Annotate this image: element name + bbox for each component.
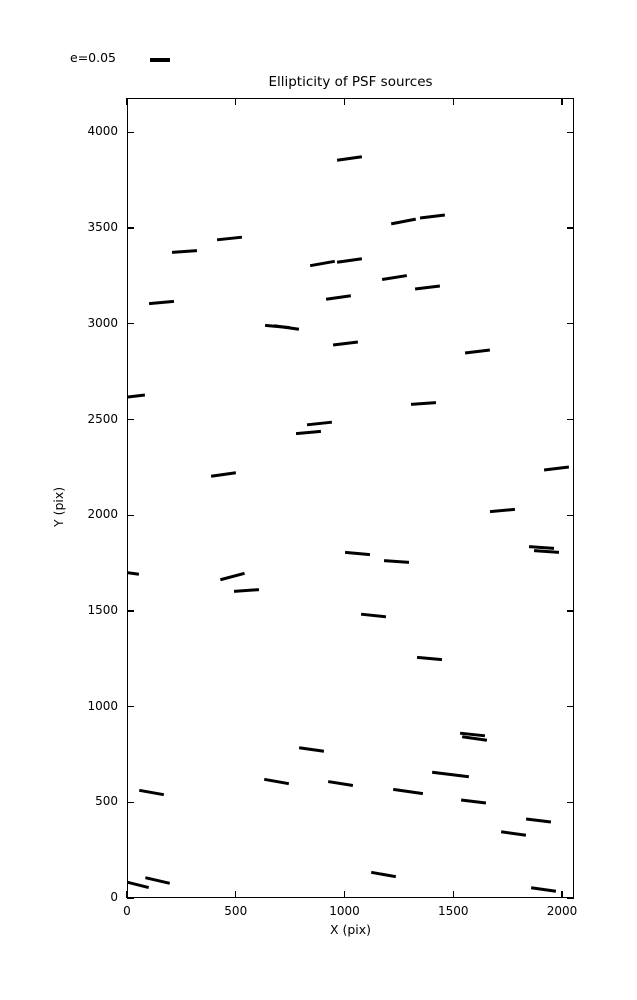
x-tick-mark xyxy=(343,891,346,898)
x-tick-mark xyxy=(235,891,237,898)
ellipticity-stick xyxy=(337,257,363,264)
y-axis-label: Y (pix) xyxy=(51,486,66,527)
ellipticity-stick xyxy=(264,777,290,786)
y-tick-mark xyxy=(567,418,574,421)
ellipticity-stick xyxy=(336,154,362,162)
ellipticity-stick xyxy=(461,798,487,805)
ellipticity-stick xyxy=(217,235,243,242)
ellipticity-stick xyxy=(419,213,445,220)
y-tick-mark xyxy=(567,610,574,612)
ellipticity-stick xyxy=(273,324,299,332)
plot-area xyxy=(127,98,574,898)
y-tick-mark xyxy=(127,801,134,803)
y-tick-mark xyxy=(567,897,574,899)
y-tick-label: 0 xyxy=(110,890,118,904)
ellipticity-stick xyxy=(219,571,245,582)
ellipticity-stick xyxy=(360,612,387,619)
ellipticity-stick xyxy=(325,294,352,302)
y-tick-label: 1000 xyxy=(87,698,118,713)
y-tick-mark xyxy=(567,514,574,516)
ellipticity-stick xyxy=(145,875,171,885)
x-tick-label: 500 xyxy=(224,904,248,918)
ellipticity-stick xyxy=(465,348,491,355)
x-tick-mark xyxy=(343,98,346,105)
ellipticity-stick xyxy=(414,284,440,291)
y-tick-mark xyxy=(567,705,574,708)
ellipticity-stick xyxy=(525,817,551,824)
ellipticity-stick xyxy=(138,789,164,797)
x-tick-mark xyxy=(126,891,128,898)
ellipticity-stick xyxy=(128,879,150,889)
y-tick-label: 500 xyxy=(95,794,118,809)
x-tick-mark xyxy=(452,891,454,898)
x-tick-label: 1000 xyxy=(329,904,360,918)
y-tick-mark xyxy=(567,227,574,229)
ellipticity-stick xyxy=(390,218,416,227)
ellipticity-stick xyxy=(533,549,560,555)
x-tick-mark xyxy=(452,98,454,105)
x-axis-label: X (pix) xyxy=(329,922,372,937)
ellipticity-stick xyxy=(128,569,139,576)
ellipticity-stick xyxy=(381,273,408,282)
ellipticity-stick xyxy=(128,393,145,400)
ellipticity-stick xyxy=(210,471,237,479)
plot-title: Ellipticity of PSF sources xyxy=(268,74,433,90)
ellipticity-stick xyxy=(234,588,260,594)
x-tick-mark xyxy=(561,98,563,105)
y-tick-mark xyxy=(127,897,134,899)
ellipticity-stick xyxy=(384,559,410,565)
y-tick-mark xyxy=(127,514,134,516)
ellipticity-stick xyxy=(501,830,527,838)
ellipticity-stick xyxy=(298,746,324,754)
x-tick-label: 1500 xyxy=(437,904,469,918)
ellipticity-stick xyxy=(489,508,516,514)
y-tick-mark xyxy=(127,705,134,708)
legend-label: e=0.05 xyxy=(70,50,116,65)
ellipticity-stick xyxy=(333,340,359,348)
x-tick-mark xyxy=(561,891,563,898)
y-tick-label: 2000 xyxy=(87,507,118,522)
ellipticity-stick xyxy=(328,780,354,788)
legend-stick-marker xyxy=(150,58,170,62)
ellipticity-stick xyxy=(306,420,332,427)
ellipticity-stick xyxy=(530,886,557,894)
y-tick-mark xyxy=(127,131,134,134)
ellipticity-stick xyxy=(148,300,174,306)
y-tick-label: 3000 xyxy=(87,315,118,330)
y-tick-mark xyxy=(127,323,134,325)
x-tick-label: 2000 xyxy=(546,904,578,918)
ellipticity-stick xyxy=(544,465,570,472)
y-tick-mark xyxy=(567,323,574,325)
x-tick-label: 0 xyxy=(123,904,131,918)
y-tick-label: 4000 xyxy=(87,124,118,139)
y-tick-mark xyxy=(127,227,134,229)
ellipticity-stick xyxy=(410,401,436,407)
y-tick-label: 3500 xyxy=(87,220,118,235)
ellipticity-stick xyxy=(431,770,469,779)
ellipticity-stick xyxy=(370,870,396,879)
y-tick-label: 2500 xyxy=(87,411,118,426)
y-tick-mark xyxy=(567,801,574,803)
y-tick-mark xyxy=(567,131,574,134)
y-tick-label: 1500 xyxy=(87,602,118,617)
ellipticity-stick xyxy=(393,788,424,796)
ellipticity-stick xyxy=(172,249,198,255)
y-tick-mark xyxy=(127,418,134,421)
ellipticity-stick xyxy=(310,259,336,268)
y-tick-mark xyxy=(127,610,134,612)
x-tick-mark xyxy=(126,98,128,105)
ellipticity-stick xyxy=(295,429,322,436)
x-tick-mark xyxy=(235,98,237,105)
ellipticity-stick xyxy=(344,550,370,557)
ellipticity-stick xyxy=(417,656,443,662)
